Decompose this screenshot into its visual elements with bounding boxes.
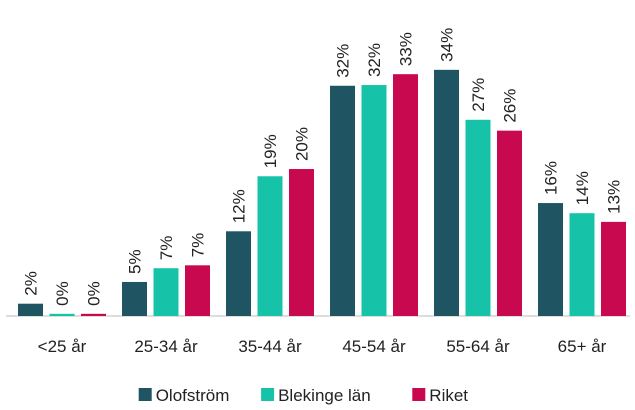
x-tick-label: 45-54 år <box>342 337 406 356</box>
legend-swatch <box>138 388 152 401</box>
bar <box>601 221 626 316</box>
data-label: 12% <box>230 189 249 223</box>
bar <box>330 85 355 316</box>
bar <box>122 281 147 316</box>
bar <box>81 313 106 316</box>
data-label: 5% <box>126 249 145 274</box>
data-label: 7% <box>157 236 176 261</box>
x-tick-label: 25-34 år <box>134 337 198 356</box>
bar <box>49 313 75 316</box>
data-label: 19% <box>261 134 280 168</box>
data-label: 33% <box>397 32 416 66</box>
legend-label: Blekinge län <box>278 386 371 405</box>
legend-swatch <box>412 388 426 401</box>
bar <box>361 85 387 316</box>
data-label: 14% <box>573 171 592 205</box>
bar <box>153 268 179 316</box>
legend-label: Olofström <box>156 386 230 405</box>
bar <box>538 203 563 316</box>
bar <box>257 176 283 316</box>
x-tick-label: 55-64 år <box>446 337 510 356</box>
x-tick-label: 65+ år <box>558 337 607 356</box>
bar <box>185 265 210 316</box>
legend-label: Riket <box>429 386 468 405</box>
legend-swatch <box>261 388 275 401</box>
bar <box>289 169 314 316</box>
bar <box>465 119 491 317</box>
data-label: 0% <box>53 281 72 306</box>
bar <box>497 130 522 316</box>
bar <box>18 303 43 316</box>
data-label: 27% <box>469 78 488 112</box>
data-label: 2% <box>22 271 41 296</box>
data-label: 20% <box>293 127 312 161</box>
data-label: 13% <box>605 180 624 214</box>
data-label: 32% <box>334 44 353 78</box>
bar <box>434 69 459 316</box>
data-label: 7% <box>189 233 208 258</box>
bar <box>393 74 418 317</box>
data-label: 32% <box>365 43 384 77</box>
data-label: 26% <box>501 89 520 123</box>
bar <box>569 213 595 316</box>
data-label: 0% <box>85 281 104 306</box>
data-label: 16% <box>542 161 561 195</box>
x-tick-label: 35-44 år <box>238 337 302 356</box>
x-tick-label: <25 år <box>38 337 87 356</box>
data-label: 34% <box>438 28 457 62</box>
bar <box>226 231 251 316</box>
